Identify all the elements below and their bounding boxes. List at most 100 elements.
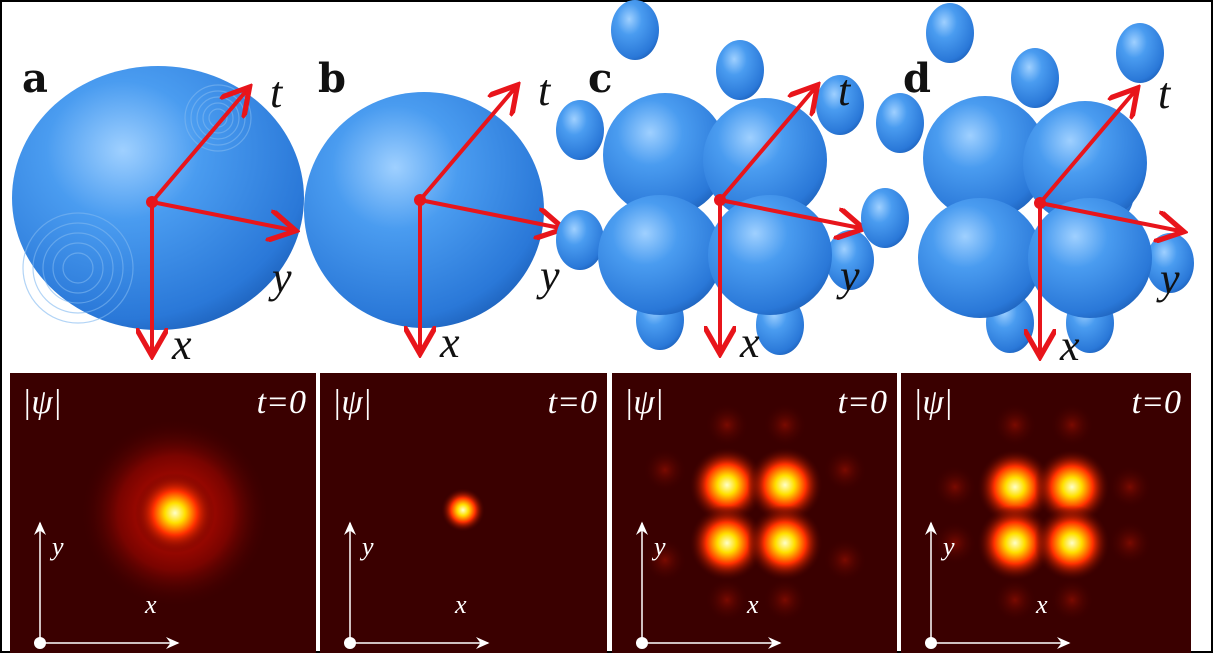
isosurface xyxy=(556,210,604,270)
intensity-spot xyxy=(977,449,1053,525)
ring xyxy=(62,252,94,284)
isosurface xyxy=(716,40,764,100)
isosurface xyxy=(926,3,974,63)
ring xyxy=(42,232,114,304)
axis-arrow xyxy=(718,88,815,202)
intensity-spot xyxy=(1108,465,1152,509)
isosurface xyxy=(816,75,864,135)
intensity-spot xyxy=(933,465,977,509)
map-axis-x: x xyxy=(746,590,759,619)
intensity-spot xyxy=(1050,403,1094,447)
origin xyxy=(636,637,648,649)
intensity-spot xyxy=(689,505,765,581)
axis-arrow xyxy=(1039,201,1180,231)
isosurface xyxy=(603,93,727,217)
axis-arrow xyxy=(419,198,560,228)
intensity-spot xyxy=(747,447,823,523)
isosurface xyxy=(1011,48,1059,108)
intensity-spot xyxy=(823,538,867,582)
origin xyxy=(714,194,726,206)
map-axis-y: y xyxy=(940,532,955,561)
field-label: |ψ| xyxy=(332,384,372,421)
intensity-spot xyxy=(689,447,765,523)
intensity-spot xyxy=(763,403,807,447)
axis-arrow xyxy=(719,198,860,228)
heatmap xyxy=(612,373,897,653)
isosurface xyxy=(861,188,909,248)
intensity-spot xyxy=(763,578,807,622)
origin xyxy=(925,637,937,649)
origin xyxy=(34,637,46,649)
map-axis-y: y xyxy=(49,532,64,561)
axis-t: t xyxy=(838,66,852,115)
origin xyxy=(1034,197,1046,209)
intensity-spot xyxy=(823,448,867,492)
field-label: |ψ| xyxy=(913,384,953,421)
intensity-spot xyxy=(705,578,749,622)
intensity-spot xyxy=(643,448,687,492)
axis-t: t xyxy=(270,68,284,117)
isosurface xyxy=(556,100,604,160)
field-label: |ψ| xyxy=(624,384,664,421)
map-axis-x: x xyxy=(144,590,157,619)
axis-y: y xyxy=(1156,254,1180,303)
axis-t: t xyxy=(1158,69,1172,118)
isosurface xyxy=(918,198,1042,318)
isosurface xyxy=(598,195,722,315)
panel-label: b xyxy=(318,55,346,102)
panel-label: d xyxy=(903,55,931,102)
axis-arrow xyxy=(150,90,247,204)
isosurface xyxy=(703,98,827,222)
intensity-spot xyxy=(705,403,749,447)
intensity-spot xyxy=(1034,449,1110,525)
intensity-spot xyxy=(747,505,823,581)
axis-y: y xyxy=(268,253,292,302)
ring xyxy=(52,242,104,294)
intensity-spot xyxy=(135,473,215,553)
intensity-spot xyxy=(977,505,1053,581)
isosurface xyxy=(611,0,659,60)
isosurface xyxy=(708,195,832,315)
time-label: t=0 xyxy=(257,384,306,421)
axis-x: x xyxy=(439,318,460,367)
axis-arrow xyxy=(418,88,515,202)
origin xyxy=(414,194,426,206)
intensity-spot xyxy=(1108,521,1152,565)
isosurface xyxy=(876,93,924,153)
origin xyxy=(146,196,158,208)
axis-y: y xyxy=(836,251,860,300)
field-label: |ψ| xyxy=(22,384,62,421)
intensity-spot xyxy=(993,403,1037,447)
axis-arrow xyxy=(151,200,292,230)
time-label: t=0 xyxy=(838,384,887,421)
isosurface xyxy=(304,92,544,328)
intensity-spot xyxy=(993,578,1037,622)
axis-x: x xyxy=(171,320,192,369)
axis-t: t xyxy=(538,66,552,115)
isosurface xyxy=(826,230,874,290)
time-label: t=0 xyxy=(1132,384,1181,421)
map-axis-y: y xyxy=(651,532,666,561)
isosurface xyxy=(1146,233,1194,293)
ring xyxy=(22,212,134,324)
ring xyxy=(32,222,124,314)
isosurface xyxy=(1028,198,1152,318)
axis-x: x xyxy=(739,318,760,367)
map-axis-x: x xyxy=(454,590,467,619)
panel-label: a xyxy=(22,55,48,102)
intensity-spot xyxy=(1050,578,1094,622)
intensity-spot xyxy=(933,521,977,565)
map-axis-y: y xyxy=(359,532,374,561)
map-axis-x: x xyxy=(1035,590,1048,619)
intensity-spot xyxy=(441,488,485,532)
axis-y: y xyxy=(536,251,560,300)
axis-x: x xyxy=(1059,321,1080,370)
origin xyxy=(344,637,356,649)
isosurface xyxy=(1023,101,1147,225)
isosurface xyxy=(923,96,1047,220)
panel-label: c xyxy=(588,55,612,102)
intensity-spot xyxy=(643,538,687,582)
axis-arrow xyxy=(1038,91,1135,205)
isosurface xyxy=(1116,23,1164,83)
